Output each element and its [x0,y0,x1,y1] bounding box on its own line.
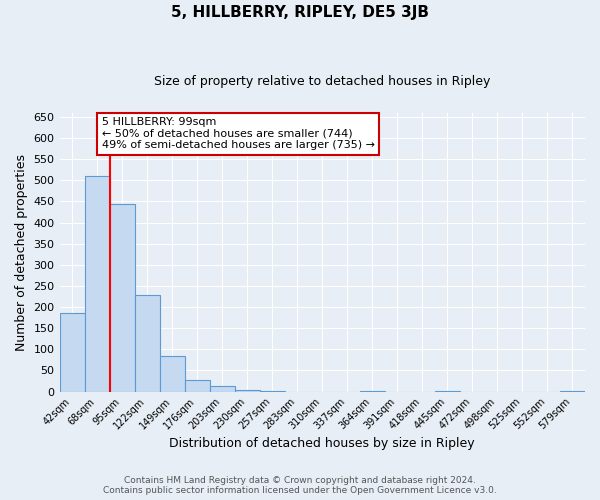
Bar [134,296,160,392]
Bar [85,176,110,392]
X-axis label: Distribution of detached houses by size in Ripley: Distribution of detached houses by size … [169,437,475,450]
Text: 5, HILLBERRY, RIPLEY, DE5 3JB: 5, HILLBERRY, RIPLEY, DE5 3JB [171,5,429,20]
Text: Contains HM Land Registry data © Crown copyright and database right 2024.
Contai: Contains HM Land Registry data © Crown c… [103,476,497,495]
Bar [110,204,134,392]
Bar [59,314,85,392]
Title: Size of property relative to detached houses in Ripley: Size of property relative to detached ho… [154,75,490,88]
Y-axis label: Number of detached properties: Number of detached properties [15,154,28,350]
Bar [185,380,209,392]
Bar [235,390,260,392]
Bar [209,386,235,392]
Text: 5 HILLBERRY: 99sqm
← 50% of detached houses are smaller (744)
49% of semi-detach: 5 HILLBERRY: 99sqm ← 50% of detached hou… [101,117,374,150]
Bar [160,356,185,392]
